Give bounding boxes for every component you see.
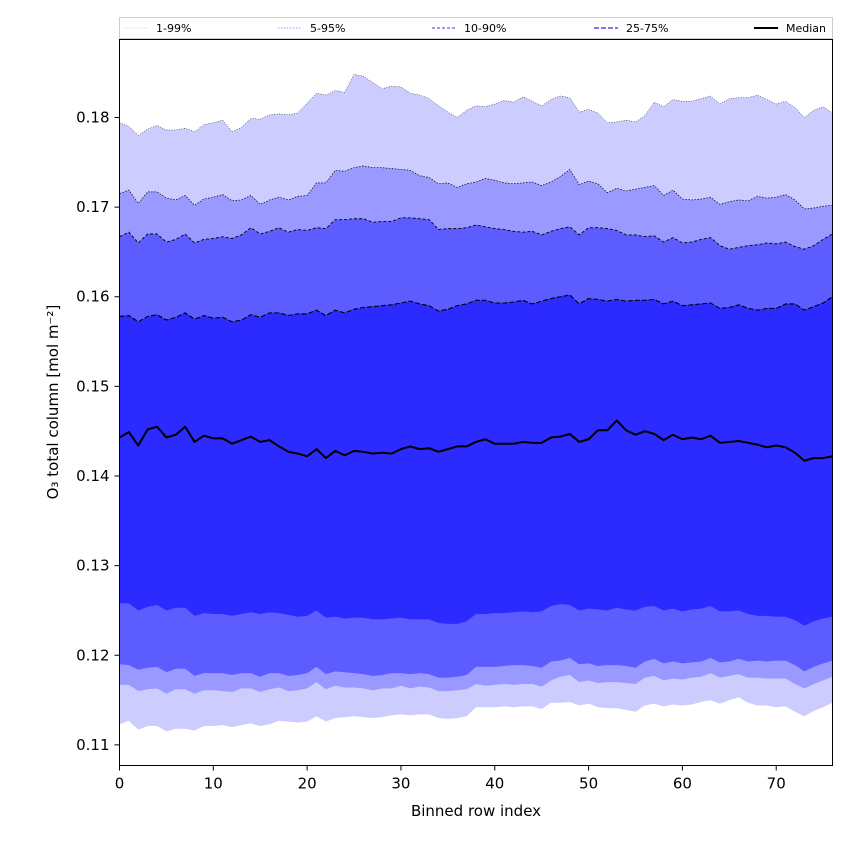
y-tick-label: 0.13 bbox=[76, 557, 109, 575]
x-axis-label: Binned row index bbox=[411, 802, 541, 820]
y-tick-label: 0.15 bbox=[76, 377, 109, 395]
x-tick-label: 70 bbox=[767, 775, 786, 793]
percentile-bands bbox=[119, 74, 833, 732]
x-tick-label: 20 bbox=[298, 775, 317, 793]
x-tick-label: 10 bbox=[204, 775, 223, 793]
band-25-75 bbox=[119, 294, 833, 626]
x-tick-label: 60 bbox=[673, 775, 692, 793]
band-10-90-upper-edge bbox=[119, 217, 833, 250]
x-tick-label: 40 bbox=[485, 775, 504, 793]
legend-label: 5-95% bbox=[310, 22, 345, 35]
legend-label: 10-90% bbox=[464, 22, 506, 35]
median-line bbox=[119, 419, 833, 462]
band-25-75-upper-edge bbox=[119, 294, 833, 323]
y-axis-ticks: 0.11 0.12 0.13 0.14 0.15 0.16 0.17 0.18 bbox=[76, 108, 120, 754]
legend: 1-99% 5-95% 10-90% 25-75% Median bbox=[119, 17, 833, 39]
y-tick-label: 0.14 bbox=[76, 467, 109, 485]
legend-label: 1-99% bbox=[156, 22, 191, 35]
plot-frame bbox=[119, 39, 833, 766]
legend-label: 25-75% bbox=[626, 22, 668, 35]
legend-entries: 1-99% 5-95% 10-90% 25-75% Median bbox=[124, 22, 826, 35]
x-axis-ticks: 0 10 20 30 40 50 60 70 bbox=[115, 765, 786, 793]
y-tick-label: 0.16 bbox=[76, 288, 109, 306]
legend-label: Median bbox=[786, 22, 826, 35]
y-tick-label: 0.11 bbox=[76, 736, 109, 754]
y-axis-label: O₃ total column [mol m⁻²] bbox=[44, 305, 62, 500]
median-layer bbox=[119, 419, 833, 462]
x-tick-label: 0 bbox=[115, 775, 125, 793]
x-tick-label: 30 bbox=[391, 775, 410, 793]
y-tick-label: 0.12 bbox=[76, 646, 109, 664]
x-tick-label: 50 bbox=[579, 775, 598, 793]
legend-frame bbox=[119, 17, 833, 39]
y-tick-label: 0.18 bbox=[76, 108, 109, 126]
y-tick-label: 0.17 bbox=[76, 198, 109, 216]
